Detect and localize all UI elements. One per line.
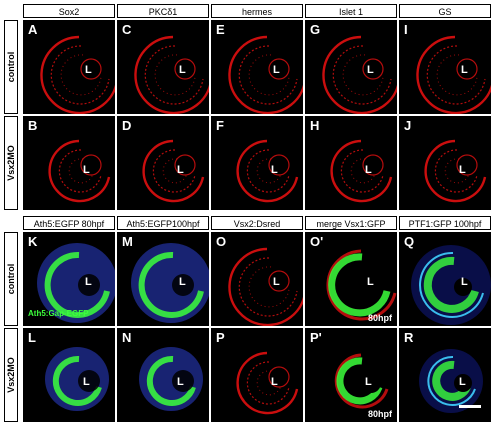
panel-letter: L (28, 330, 36, 345)
image-panel-oprime: O' L 80hpf (305, 232, 397, 326)
lens-label: L (461, 64, 468, 76)
bottom-header-ath5-100: Ath5:EGFP100hpf (117, 216, 209, 230)
lens-label: L (83, 376, 90, 388)
lens-label: L (367, 276, 374, 288)
bottom-header-ath5-80: Ath5:EGFP 80hpf (23, 216, 115, 230)
lens-label: L (367, 64, 374, 76)
bottom-row-label-vsx2mo: Vsx2MO (4, 328, 18, 422)
panel-letter: I (404, 22, 408, 37)
lens-label: L (273, 276, 280, 288)
bottom-header-merge: merge Vsx1:GFP (305, 216, 397, 230)
stage-note: 80hpf (367, 313, 392, 323)
lens-label: L (179, 64, 186, 76)
top-header-sox2: Sox2 (23, 4, 115, 18)
panel-letter: N (122, 330, 132, 345)
bottom-row-label-control: control (4, 232, 18, 326)
panel-letter: B (28, 118, 38, 133)
image-panel-k: K L Ath5:Gap-EGFP (23, 232, 115, 326)
lens-label: L (273, 64, 280, 76)
panel-letter: O' (310, 234, 324, 249)
lens-label: L (177, 164, 184, 176)
lens-label: L (271, 164, 278, 176)
top-row-label-vsx2mo: Vsx2MO (4, 116, 18, 210)
top-header-hermes: hermes (211, 4, 303, 18)
panel-letter: G (310, 22, 321, 37)
panel-letter: A (28, 22, 38, 37)
inset-label: Ath5:Gap-EGFP (28, 309, 89, 318)
stage-note: 80hpf (367, 409, 392, 419)
panel-letter: K (28, 234, 38, 249)
top-header-islet1: Islet 1 (305, 4, 397, 18)
panel-letter: M (122, 234, 133, 249)
panel-letter: P (216, 330, 225, 345)
panel-letter: P' (310, 330, 322, 345)
top-header-pkc: PKCδ1 (117, 4, 209, 18)
panel-letter: C (122, 22, 132, 37)
lens-label: L (365, 164, 372, 176)
top-row-label-control: control (4, 20, 18, 114)
panel-letter: Q (404, 234, 415, 249)
bottom-header-vsx2: Vsx2:Dsred (211, 216, 303, 230)
image-panel-pprime: P' L 80hpf (305, 328, 397, 422)
panel-letter: O (216, 234, 227, 249)
lens-label: L (461, 276, 468, 288)
panel-letter: F (216, 118, 224, 133)
panel-letter: E (216, 22, 225, 37)
panel-letter: J (404, 118, 412, 133)
lens-label: L (459, 164, 466, 176)
panel-letter: R (404, 330, 414, 345)
top-header-gs: GS (399, 4, 491, 18)
scale-bar (459, 405, 481, 408)
lens-label: L (179, 276, 186, 288)
panel-letter: D (122, 118, 132, 133)
lens-label: L (177, 376, 184, 388)
bottom-header-ptf1: PTF1:GFP 100hpf (399, 216, 491, 230)
lens-label: L (271, 376, 278, 388)
lens-label: L (85, 64, 92, 76)
lens-label: L (85, 276, 92, 288)
lens-label: L (83, 164, 90, 176)
lens-label: L (365, 376, 372, 388)
lens-label: L (459, 376, 466, 388)
panel-letter: H (310, 118, 320, 133)
